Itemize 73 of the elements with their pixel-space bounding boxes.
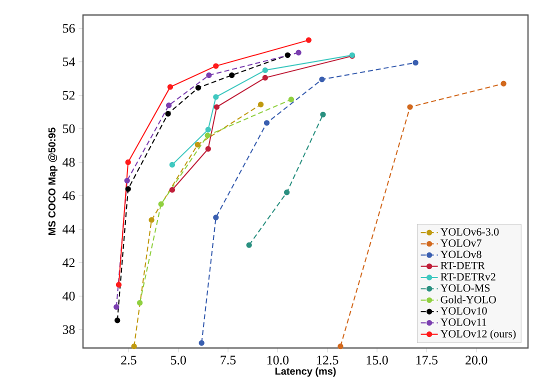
point: [288, 96, 294, 102]
legend-label: YOLOv10: [440, 307, 487, 315]
x-tick-label: 12.5: [317, 356, 338, 365]
legend-label: YOLO-MS: [440, 284, 490, 292]
x-tick-label: 15.0: [366, 356, 388, 365]
point: [124, 178, 130, 184]
point: [125, 186, 131, 192]
point: [158, 201, 164, 207]
point: [284, 190, 290, 196]
point: [213, 63, 219, 69]
y-tick-label: 40: [62, 292, 75, 300]
point: [214, 104, 220, 110]
point: [262, 67, 268, 74]
point: [195, 84, 202, 91]
point: [148, 217, 154, 223]
point: [319, 76, 325, 82]
point: [213, 94, 219, 100]
point: [206, 72, 212, 78]
x-tick-label: 7.5: [220, 356, 236, 364]
point: [205, 146, 212, 152]
y-tick-label: 42: [62, 258, 75, 267]
point: [246, 242, 252, 248]
legend-label: YOLOv12 (ours): [440, 330, 516, 340]
point: [412, 60, 418, 66]
legend-label: YOLOv11: [440, 318, 486, 326]
legend-label: RT-DETRv2: [440, 273, 496, 280]
point: [165, 110, 171, 117]
legend-label: YOLOv8: [440, 250, 482, 258]
y-tick-label: 44: [62, 224, 76, 234]
point: [500, 80, 506, 86]
point: [125, 159, 131, 166]
legend-label: Gold-YOLO: [440, 296, 496, 304]
point: [169, 187, 176, 193]
y-tick-label: 56: [63, 24, 75, 33]
legend-label: YOLOv6-3.0: [440, 228, 499, 236]
x-tick-label: 20.0: [466, 356, 488, 365]
point: [338, 343, 344, 350]
point: [407, 104, 413, 110]
y-tick-label: 46: [62, 191, 75, 200]
point: [166, 102, 172, 108]
point: [258, 102, 264, 108]
point: [136, 300, 143, 306]
legend-label: RT-DETR: [440, 262, 485, 270]
x-axis-title: Latency (ms): [275, 367, 336, 377]
point: [198, 340, 204, 346]
y-tick-label: 50: [63, 124, 75, 134]
point: [228, 72, 235, 78]
point: [205, 126, 212, 132]
y-tick-label: 52: [63, 90, 75, 100]
point: [213, 214, 219, 220]
point: [264, 120, 270, 126]
point: [204, 132, 210, 138]
y-tick-label: 38: [62, 325, 75, 334]
x-tick-label: 2.5: [121, 356, 136, 365]
y-tick-label: 48: [62, 158, 75, 167]
legend-label: YOLOv7: [440, 239, 482, 247]
point: [116, 282, 122, 288]
point: [284, 52, 290, 58]
y-tick-label: 54: [63, 58, 76, 66]
x-tick-label: 17.5: [416, 356, 438, 365]
point: [306, 37, 312, 43]
x-tick-label: 5.0: [171, 356, 186, 365]
point: [169, 162, 176, 168]
point: [167, 84, 174, 90]
point: [114, 304, 120, 310]
point: [131, 343, 137, 350]
point: [320, 112, 326, 118]
y-axis-title: MS COCO Map @50:95: [48, 128, 58, 235]
point: [194, 142, 200, 148]
point: [114, 318, 120, 324]
point: [262, 74, 268, 81]
x-tick-label: 10.0: [268, 356, 289, 365]
point: [296, 50, 302, 56]
